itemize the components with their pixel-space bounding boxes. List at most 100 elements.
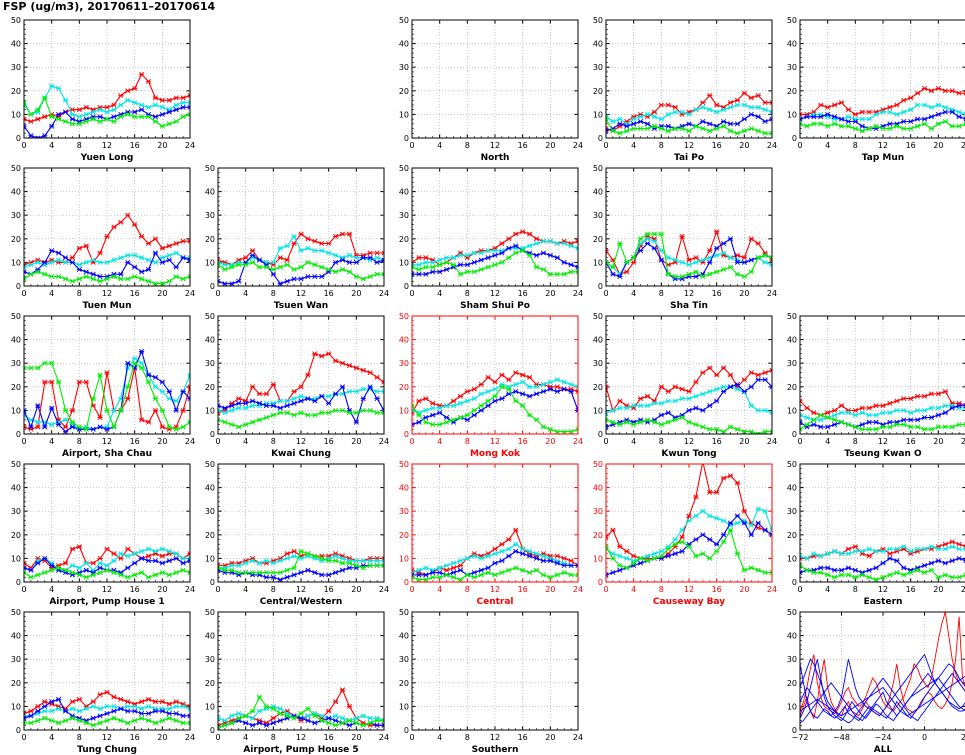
data-point: [887, 109, 893, 115]
data-point: [35, 259, 41, 265]
data-point: [769, 410, 772, 416]
data-point: [651, 419, 658, 425]
data-point: [714, 229, 720, 235]
data-point: [118, 93, 124, 99]
data-point: [748, 429, 754, 434]
data-point: [55, 250, 62, 256]
data-point: [880, 403, 886, 409]
data-point: [693, 269, 699, 275]
plot-frame: [23, 463, 191, 583]
data-point: [457, 558, 464, 564]
data-point: [312, 553, 318, 559]
data-point: [887, 555, 893, 561]
data-point: [104, 546, 110, 552]
data-point: [138, 699, 145, 705]
plot-frame: [799, 19, 965, 139]
data-point: [374, 374, 380, 380]
data-point: [949, 109, 955, 115]
data-point: [707, 426, 713, 432]
data-point: [942, 403, 948, 409]
data-point: [263, 558, 270, 564]
data-point: [606, 417, 609, 423]
data-point: [111, 224, 117, 230]
data-point: [658, 548, 664, 554]
x-tick-label: 16: [130, 437, 140, 446]
data-point: [617, 130, 623, 136]
y-tick-label: 50: [11, 16, 21, 25]
data-point: [28, 708, 34, 714]
data-point: [492, 262, 498, 268]
data-point: [180, 104, 186, 110]
data-point: [111, 118, 117, 124]
data-point: [152, 708, 159, 714]
data-point: [658, 231, 664, 237]
data-point: [679, 539, 685, 545]
data-point: [104, 109, 110, 115]
data-point: [637, 236, 644, 242]
x-tick-label: 8: [659, 141, 664, 150]
data-point: [908, 424, 914, 430]
y-tick-label: 40: [593, 188, 603, 197]
y-tick-label: 50: [205, 460, 215, 469]
y-tick-label: 0: [792, 726, 797, 735]
data-point: [606, 384, 609, 390]
y-tick-label: 0: [598, 282, 603, 291]
data-point: [935, 85, 941, 91]
data-point: [97, 692, 103, 698]
data-point: [859, 410, 865, 416]
data-point: [138, 276, 145, 282]
data-point: [818, 570, 824, 576]
data-point: [152, 384, 159, 390]
data-point: [547, 252, 553, 258]
x-tick-label: 20: [157, 289, 167, 298]
x-tick-label: 16: [130, 141, 140, 150]
data-point: [291, 389, 297, 395]
data-point: [243, 560, 249, 566]
data-point: [568, 572, 574, 578]
data-point: [222, 419, 228, 425]
data-point: [651, 551, 658, 557]
data-point: [298, 548, 304, 554]
data-point: [125, 553, 131, 559]
data-point: [166, 396, 172, 402]
data-point: [492, 560, 498, 566]
x-tick-label: 8: [465, 585, 470, 594]
y-tick-label: 50: [399, 312, 409, 321]
data-point: [76, 266, 82, 272]
data-point: [187, 713, 190, 719]
data-point: [173, 699, 179, 705]
data-point: [118, 276, 124, 282]
data-point: [319, 241, 325, 247]
data-point: [887, 572, 893, 578]
data-point: [734, 271, 741, 277]
data-point: [492, 546, 498, 552]
x-tick-label: 12: [490, 141, 500, 150]
x-tick-label: 4: [243, 585, 248, 594]
data-point: [360, 276, 366, 282]
data-point: [270, 271, 276, 277]
data-point: [457, 262, 464, 268]
data-point: [700, 126, 706, 132]
data-point: [700, 551, 706, 557]
data-point: [159, 407, 165, 413]
x-tick-label: 20: [545, 733, 555, 742]
data-point: [443, 572, 450, 578]
data-point: [811, 551, 817, 557]
x-tick-label: 12: [490, 585, 500, 594]
data-point: [152, 374, 159, 380]
data-point: [326, 393, 332, 399]
plot-frame: [217, 167, 385, 287]
station-label: Sham Shui Po: [460, 301, 530, 311]
data-point: [42, 95, 48, 101]
data-point: [908, 570, 914, 576]
y-tick-label: 10: [593, 406, 603, 415]
data-point: [693, 494, 699, 500]
series-group: [218, 687, 384, 730]
data-point: [901, 422, 907, 428]
data-point: [755, 520, 761, 526]
x-tick-label: 0: [215, 585, 220, 594]
x-tick-label: 20: [157, 437, 167, 446]
data-point: [229, 562, 235, 568]
